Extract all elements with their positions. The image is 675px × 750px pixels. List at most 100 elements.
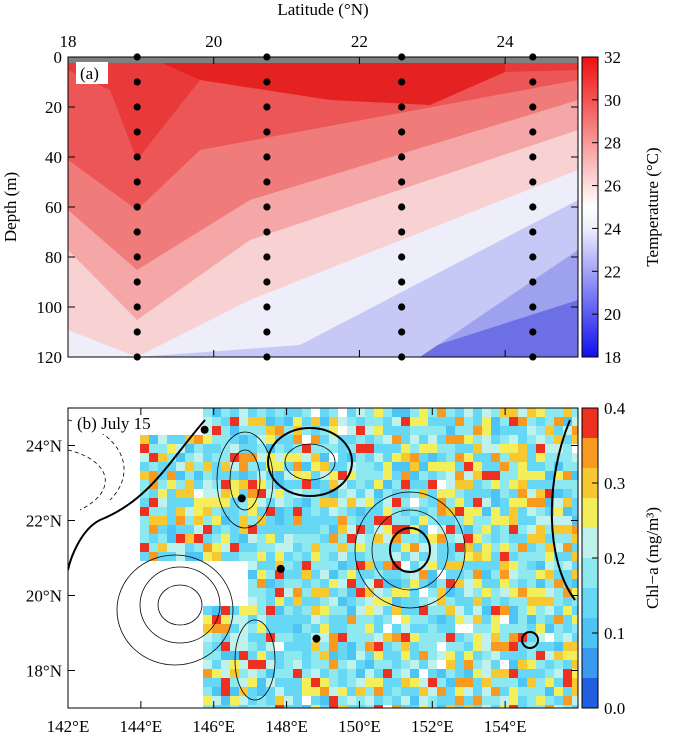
chl-cell bbox=[473, 408, 482, 417]
chl-cell bbox=[419, 615, 428, 624]
chl-cell bbox=[536, 624, 545, 633]
chl-cell bbox=[338, 624, 347, 633]
chl-cell bbox=[302, 687, 311, 696]
chl-cell bbox=[545, 651, 554, 660]
chl-cell bbox=[563, 489, 572, 498]
chl-cell bbox=[365, 678, 374, 687]
chl-cell bbox=[248, 552, 257, 561]
chl-cell bbox=[536, 462, 545, 471]
chl-cell bbox=[230, 624, 239, 633]
chl-cell bbox=[248, 426, 257, 435]
chl-cell bbox=[536, 696, 545, 705]
chl-cell bbox=[230, 525, 239, 534]
chl-cell bbox=[248, 489, 257, 498]
chl-cell bbox=[410, 534, 419, 543]
chl-cell bbox=[563, 669, 572, 678]
chl-cell bbox=[302, 561, 311, 570]
chl-cell bbox=[527, 534, 536, 543]
chl-cell bbox=[365, 480, 374, 489]
chl-cell bbox=[293, 633, 302, 642]
chl-cell bbox=[572, 633, 578, 642]
chl-cell bbox=[302, 471, 311, 480]
chl-cell bbox=[446, 597, 455, 606]
chl-cell bbox=[500, 651, 509, 660]
chl-cell bbox=[311, 480, 320, 489]
colorbar-label: Temperature (°C) bbox=[643, 147, 662, 266]
chl-cell bbox=[392, 435, 401, 444]
chl-cell bbox=[374, 642, 383, 651]
chl-cell bbox=[437, 705, 446, 708]
chl-cell bbox=[509, 696, 518, 705]
chl-cell bbox=[518, 543, 527, 552]
chl-cell bbox=[248, 579, 257, 588]
chl-cell bbox=[563, 426, 572, 435]
chl-cell bbox=[464, 453, 473, 462]
chl-cell bbox=[293, 426, 302, 435]
chl-cell bbox=[545, 633, 554, 642]
colorbar-tick-label: 30 bbox=[604, 91, 621, 110]
chl-cell bbox=[302, 444, 311, 453]
chl-cell bbox=[536, 678, 545, 687]
chl-cell bbox=[293, 489, 302, 498]
chl-cell bbox=[221, 534, 230, 543]
chl-cell bbox=[527, 498, 536, 507]
chl-cell bbox=[356, 642, 365, 651]
x-tick-label: 146°E bbox=[192, 717, 235, 736]
chl-cell bbox=[491, 543, 500, 552]
chl-cell bbox=[158, 525, 167, 534]
chl-cell bbox=[473, 606, 482, 615]
station bbox=[398, 128, 406, 136]
chl-cell bbox=[311, 435, 320, 444]
chl-cell bbox=[473, 624, 482, 633]
chl-cell bbox=[410, 417, 419, 426]
chl-cell bbox=[302, 516, 311, 525]
chl-cell bbox=[419, 687, 428, 696]
chl-cell bbox=[527, 561, 536, 570]
chl-cell bbox=[473, 660, 482, 669]
chl-cell bbox=[167, 498, 176, 507]
chl-cell bbox=[428, 606, 437, 615]
colorbar-tick-label: 22 bbox=[604, 262, 621, 281]
chl-cell bbox=[383, 534, 392, 543]
y-tick-label: 20 bbox=[45, 98, 62, 117]
chl-cell bbox=[401, 624, 410, 633]
chl-cell bbox=[446, 435, 455, 444]
chl-cell bbox=[284, 606, 293, 615]
chl-cell bbox=[419, 579, 428, 588]
chl-cell bbox=[455, 678, 464, 687]
panel-label: (b) July 15 bbox=[77, 414, 151, 433]
colorbar-step bbox=[582, 468, 598, 498]
chl-cell bbox=[239, 426, 248, 435]
chl-cell bbox=[374, 417, 383, 426]
chl-cell bbox=[221, 606, 230, 615]
chl-cell bbox=[491, 678, 500, 687]
chl-cell bbox=[446, 480, 455, 489]
chl-cell bbox=[347, 633, 356, 642]
chl-cell bbox=[509, 507, 518, 516]
chl-cell bbox=[248, 651, 257, 660]
chl-cell bbox=[554, 660, 563, 669]
chl-cell bbox=[563, 570, 572, 579]
chl-cell bbox=[500, 615, 509, 624]
chl-cell bbox=[500, 507, 509, 516]
y-tick-label: 60 bbox=[45, 198, 62, 217]
chl-cell bbox=[284, 444, 293, 453]
chl-cell bbox=[374, 588, 383, 597]
chl-cell bbox=[509, 471, 518, 480]
chl-cell bbox=[464, 570, 473, 579]
chl-cell bbox=[356, 651, 365, 660]
chl-cell bbox=[365, 687, 374, 696]
chl-cell bbox=[203, 696, 212, 705]
chl-cell bbox=[419, 543, 428, 552]
station bbox=[398, 78, 406, 86]
chl-cell bbox=[419, 552, 428, 561]
chl-cell bbox=[320, 480, 329, 489]
axes-frame bbox=[67, 407, 579, 709]
station bbox=[529, 328, 537, 336]
chl-cell bbox=[473, 561, 482, 570]
chl-cell bbox=[275, 498, 284, 507]
chl-cell bbox=[428, 597, 437, 606]
chl-cell bbox=[320, 525, 329, 534]
chl-cell bbox=[302, 552, 311, 561]
chl-cell bbox=[275, 507, 284, 516]
